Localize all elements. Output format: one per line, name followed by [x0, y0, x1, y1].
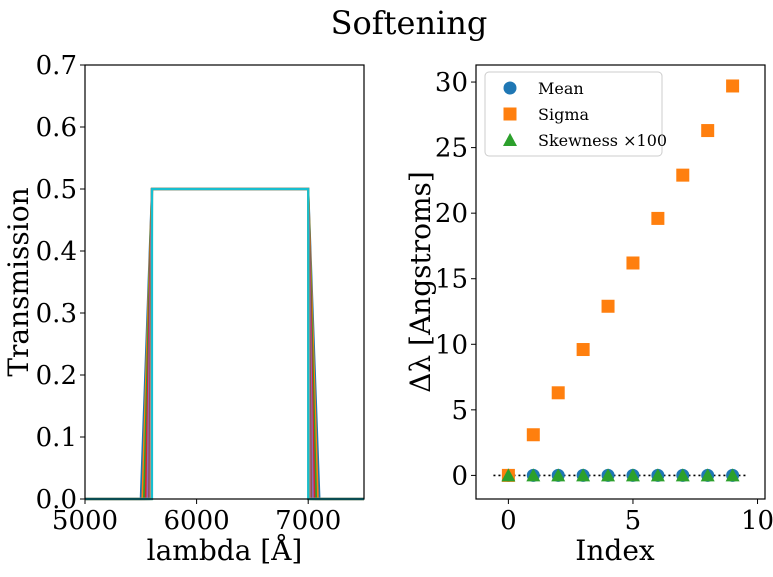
sigma-point: [701, 124, 715, 138]
y-tick-label: 0: [451, 461, 468, 491]
y-tick-label: 10: [435, 330, 468, 360]
legend-box: [484, 71, 663, 157]
skewness-point: [576, 468, 591, 482]
legend-label-sigma: Sigma: [538, 105, 589, 124]
transmission-x-label: lambda [Å]: [147, 534, 303, 567]
transmission-curve: [85, 187, 364, 501]
delta-lambda-panel: 0 5 10 0 5 10 15 20 25 30 Index Δλ [Angstroms] M…: [404, 64, 773, 567]
legend-entry-mean: Mean: [503, 79, 584, 98]
x-tick-label: 6000: [164, 506, 230, 536]
x-tick-label: 7000: [275, 506, 341, 536]
y-tick-label: 0.0: [36, 485, 77, 515]
transmission-x-ticks: 5000 6000 7000: [52, 499, 341, 536]
delta-lambda-x-ticks: 0 5 10: [500, 499, 773, 536]
x-tick-label: 10: [741, 506, 773, 536]
skewness-point: [625, 468, 640, 482]
delta-lambda-y-label: Δλ [Angstroms]: [404, 171, 437, 393]
x-tick-label: 5: [625, 506, 642, 536]
figure-title: Softening: [331, 4, 488, 42]
x-tick-label: 5000: [52, 506, 118, 536]
skewness-point: [601, 468, 616, 482]
y-tick-label: 0.6: [36, 113, 77, 143]
legend-entry-skewness: Skewness ×100: [503, 131, 667, 150]
sigma-point: [726, 79, 740, 93]
transmission-curve: [85, 187, 364, 501]
sigma-point: [626, 256, 640, 270]
sigma-point: [676, 168, 690, 182]
y-tick-label: 20: [435, 199, 468, 229]
skewness-point: [700, 468, 715, 482]
sigma-point: [651, 211, 665, 225]
sigma-point: [551, 386, 565, 400]
skewness-point: [501, 468, 516, 482]
transmission-curve: [85, 187, 364, 501]
transmission-curve: [85, 187, 364, 501]
delta-lambda-axes-frame: [475, 64, 766, 500]
y-tick-label: 0.3: [36, 299, 77, 329]
skewness-point: [650, 468, 665, 482]
transmission-panel: 5000 6000 7000 0.0 0.1 0.2 0.3 0.4 0.5 0.6 0.7 la…: [2, 51, 365, 567]
legend-marker-circle: [503, 81, 517, 95]
transmission-curve: [85, 187, 364, 501]
legend-marker-square: [503, 107, 517, 121]
transmission-y-ticks: 0.0 0.1 0.2 0.3 0.4 0.5 0.6 0.7: [36, 51, 85, 515]
y-tick-label: 25: [435, 134, 468, 164]
transmission-axes-frame: [84, 64, 365, 500]
x-tick-label: 0: [500, 506, 517, 536]
y-tick-label: 0.1: [36, 423, 77, 453]
transmission-y-label: Transmission: [2, 187, 35, 376]
y-tick-label: 0.7: [36, 51, 77, 81]
legend-marker-triangle: [503, 133, 517, 146]
sigma-point: [576, 343, 590, 357]
y-tick-label: 5: [451, 396, 468, 426]
y-tick-label: 0.2: [36, 361, 77, 391]
delta-lambda-points: [501, 79, 740, 482]
legend-label-skewness: Skewness ×100: [538, 131, 667, 150]
y-tick-label: 30: [435, 68, 468, 98]
transmission-curve: [85, 187, 364, 501]
sigma-point: [526, 428, 540, 442]
delta-lambda-x-label: Index: [575, 534, 655, 567]
sigma-point: [601, 299, 615, 313]
transmission-curve: [85, 187, 364, 501]
transmission-curve: [85, 187, 364, 501]
skewness-point: [725, 468, 740, 482]
y-tick-label: 15: [435, 265, 468, 295]
legend-label-mean: Mean: [538, 79, 584, 98]
y-tick-label: 0.4: [36, 237, 77, 267]
legend: Mean Sigma Skewness ×100: [484, 71, 667, 157]
delta-lambda-y-ticks: 0 5 10 15 20 25 30: [435, 68, 476, 491]
skewness-point: [526, 468, 541, 482]
y-tick-label: 0.5: [36, 175, 77, 205]
transmission-curve: [85, 187, 364, 501]
legend-entry-sigma: Sigma: [503, 105, 589, 124]
skewness-point: [675, 468, 690, 482]
skewness-point: [551, 468, 566, 482]
transmission-curves: [85, 187, 364, 501]
transmission-curve: [85, 187, 364, 501]
